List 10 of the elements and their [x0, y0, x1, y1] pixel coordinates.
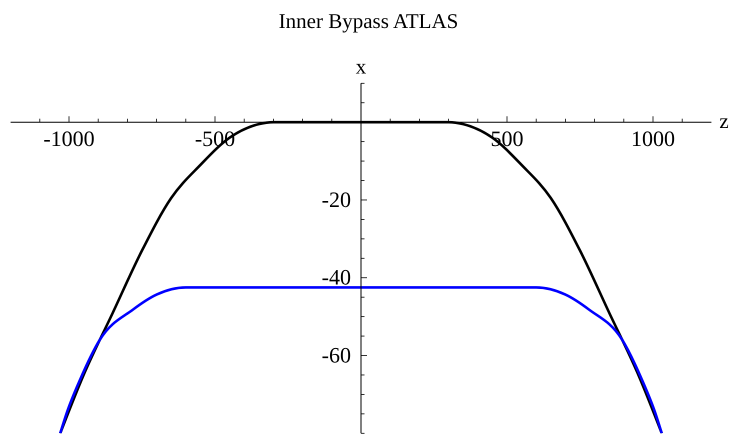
chart-title: Inner Bypass ATLAS	[278, 9, 458, 33]
x-tick-label: 1000	[631, 126, 675, 152]
x-axis-title: z	[719, 109, 729, 134]
x-tick-label: -1000	[43, 126, 95, 152]
y-axis-title: x	[356, 54, 367, 78]
y-tick-label: -60	[322, 342, 351, 368]
line-series	[58, 286, 664, 434]
y-tick-label: -20	[322, 186, 351, 212]
x-tick-label: 500	[490, 126, 524, 152]
y-tick-label: -40	[322, 264, 351, 290]
